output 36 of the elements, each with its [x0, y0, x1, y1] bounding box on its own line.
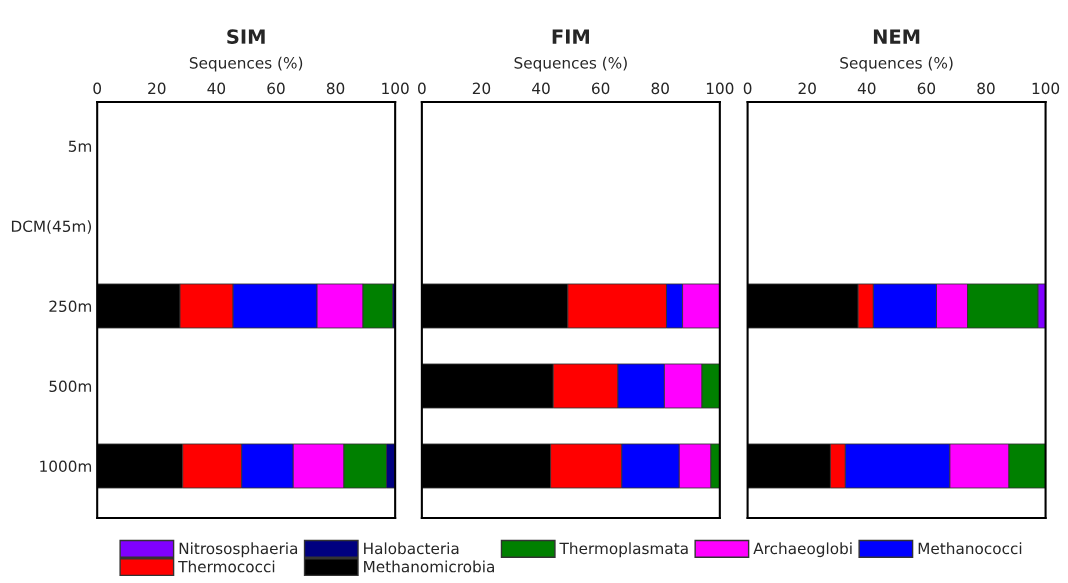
x-tick-label: 0: [743, 82, 752, 95]
x-tick-label: 20: [798, 82, 816, 95]
x-tick-label: 100: [1032, 82, 1060, 95]
x-tick-label: 100: [706, 82, 734, 95]
x-tick-label: 60: [267, 82, 285, 95]
legend-label: Methanococci: [918, 542, 1022, 555]
x-tick-label: 20: [472, 82, 491, 95]
x-tick-label: 80: [651, 82, 669, 95]
x-tick-label: 40: [857, 82, 876, 95]
x-axis-title: Sequences (%): [840, 56, 953, 72]
y-tick-label: 500m: [49, 380, 92, 393]
x-tick-label: 0: [93, 82, 102, 95]
legend-label: Thermoplasmata: [559, 542, 688, 558]
x-tick-label: 40: [207, 82, 226, 95]
x-tick-label: 20: [148, 82, 166, 95]
x-axis-title: Sequences (%): [189, 56, 303, 72]
legend-label: Nitrososphaeria: [179, 542, 298, 558]
chart-title: NEM: [873, 29, 920, 44]
x-tick-label: 80: [326, 82, 345, 95]
x-tick-label: 60: [591, 82, 610, 95]
chart-title: FIM: [552, 29, 589, 44]
x-tick-label: 40: [532, 82, 550, 95]
y-tick-label: 1000m: [40, 460, 92, 473]
y-tick-label: DCM(45m): [11, 220, 92, 234]
y-tick-label: 5m: [68, 140, 92, 152]
x-tick-label: 0: [418, 82, 426, 95]
legend-label: Archaeoglobi: [753, 542, 852, 558]
legend-label: Methanomicrobia: [364, 560, 494, 573]
y-tick-label: 250m: [49, 300, 92, 312]
legend-label: Halobacteria: [364, 542, 459, 555]
chart-title: SIM: [227, 29, 265, 44]
x-axis-title: Sequences (%): [514, 56, 627, 72]
x-tick-label: 60: [917, 82, 936, 95]
x-tick-label: 100: [382, 82, 409, 95]
x-tick-label: 80: [977, 82, 995, 95]
legend-label: Thermococci: [178, 560, 275, 573]
